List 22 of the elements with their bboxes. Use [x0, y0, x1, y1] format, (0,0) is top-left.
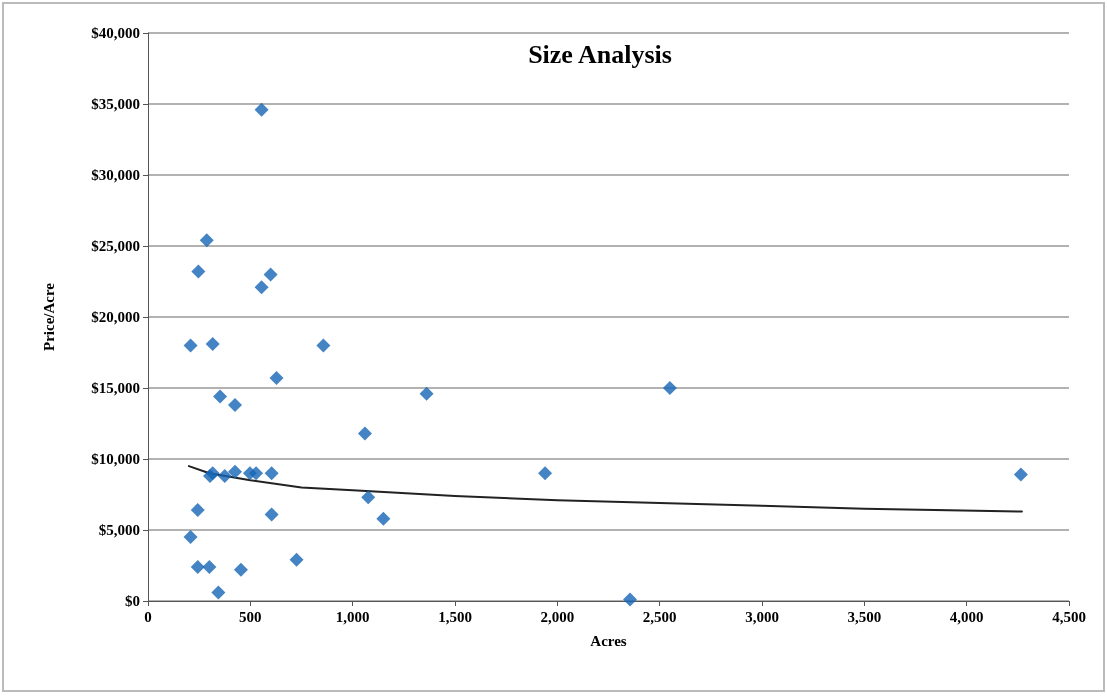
x-tick-label: 1,000 — [335, 608, 370, 625]
x-tick-label: 2,000 — [540, 608, 575, 625]
x-tick-label: 3,000 — [745, 608, 779, 625]
chart-title: Size Analysis — [528, 39, 672, 69]
x-tick-label: 3,500 — [847, 608, 882, 625]
x-axis-title: Acres — [590, 632, 627, 649]
y-tick-label: $10,000 — [91, 451, 140, 467]
y-tick-label: $40,000 — [91, 25, 140, 41]
x-tick-label: 500 — [239, 608, 262, 625]
y-tick-label: $5,000 — [98, 522, 140, 538]
y-tick-label: $15,000 — [91, 380, 140, 396]
y-tick-label: $30,000 — [91, 167, 140, 183]
x-tick-label: 2,500 — [642, 608, 677, 625]
x-tick-label: 1,500 — [438, 608, 472, 625]
x-tick-label: 0 — [144, 608, 152, 625]
y-tick-label: $0 — [125, 593, 140, 609]
y-axis-title: Price/Acre — [40, 282, 57, 352]
y-tick-label: $20,000 — [91, 309, 140, 325]
x-tick-label: 4,500 — [1052, 608, 1086, 625]
y-tick-label: $35,000 — [91, 96, 140, 112]
y-tick-label: $25,000 — [91, 238, 140, 254]
x-tick-label: 4,000 — [949, 608, 984, 625]
